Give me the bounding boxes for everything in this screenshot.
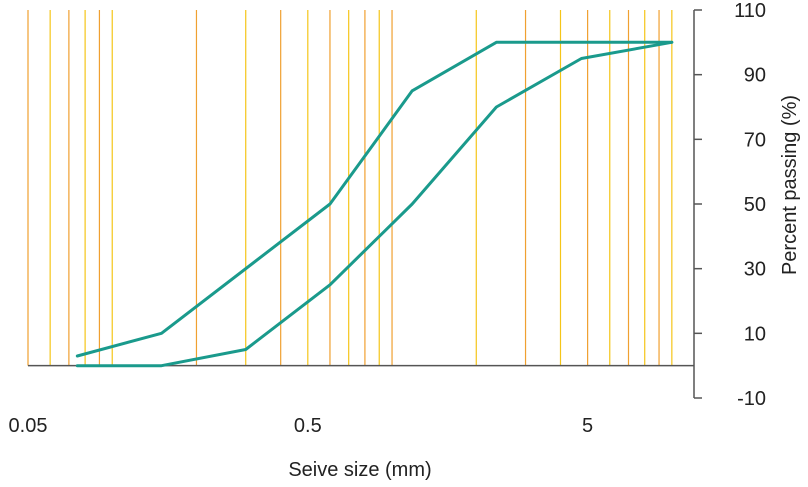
y-tick-label: -10 — [737, 388, 766, 410]
gridlines — [27, 10, 673, 366]
y-tick-label: 70 — [744, 129, 766, 151]
x-tick-label: 0.5 — [294, 415, 322, 437]
y-tick-label: 50 — [744, 194, 766, 216]
series-group — [75, 40, 674, 368]
y-tick-label: 30 — [744, 259, 766, 281]
x-axis-title: Seive size (mm) — [288, 459, 431, 481]
lower-limit-line — [75, 40, 674, 368]
y-axis-ticks: 110 90 70 50 30 10 -10 — [694, 0, 766, 410]
x-tick-label: 0.05 — [9, 415, 48, 437]
y-axis-title: Percent passing (%) — [779, 95, 801, 275]
x-axis-tick-labels: 0.05 0.5 5 — [9, 415, 594, 437]
y-tick-label: 10 — [744, 323, 766, 345]
upper-limit-line — [75, 40, 674, 358]
y-tick-label: 110 — [734, 0, 766, 22]
x-tick-label: 5 — [582, 415, 593, 437]
y-tick-label: 90 — [744, 65, 766, 87]
